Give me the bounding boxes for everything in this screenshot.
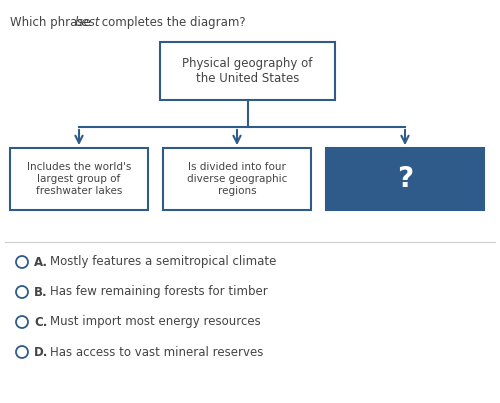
Text: best: best xyxy=(75,16,100,29)
Text: B.: B. xyxy=(34,285,48,299)
FancyBboxPatch shape xyxy=(10,148,148,210)
Text: Has access to vast mineral reserves: Has access to vast mineral reserves xyxy=(50,345,264,359)
Text: Which phrase: Which phrase xyxy=(10,16,94,29)
Text: A.: A. xyxy=(34,256,48,268)
Text: D.: D. xyxy=(34,345,48,359)
FancyBboxPatch shape xyxy=(326,148,484,210)
Text: Physical geography of
the United States: Physical geography of the United States xyxy=(182,57,312,85)
FancyBboxPatch shape xyxy=(163,148,311,210)
Text: Must import most energy resources: Must import most energy resources xyxy=(50,316,261,328)
FancyBboxPatch shape xyxy=(160,42,335,100)
Text: Is divided into four
diverse geographic
regions: Is divided into four diverse geographic … xyxy=(187,162,287,195)
Text: ?: ? xyxy=(397,165,413,193)
Text: Includes the world's
largest group of
freshwater lakes: Includes the world's largest group of fr… xyxy=(27,162,131,195)
Text: completes the diagram?: completes the diagram? xyxy=(98,16,246,29)
Text: C.: C. xyxy=(34,316,48,328)
Text: Has few remaining forests for timber: Has few remaining forests for timber xyxy=(50,285,268,299)
Text: Mostly features a semitropical climate: Mostly features a semitropical climate xyxy=(50,256,276,268)
